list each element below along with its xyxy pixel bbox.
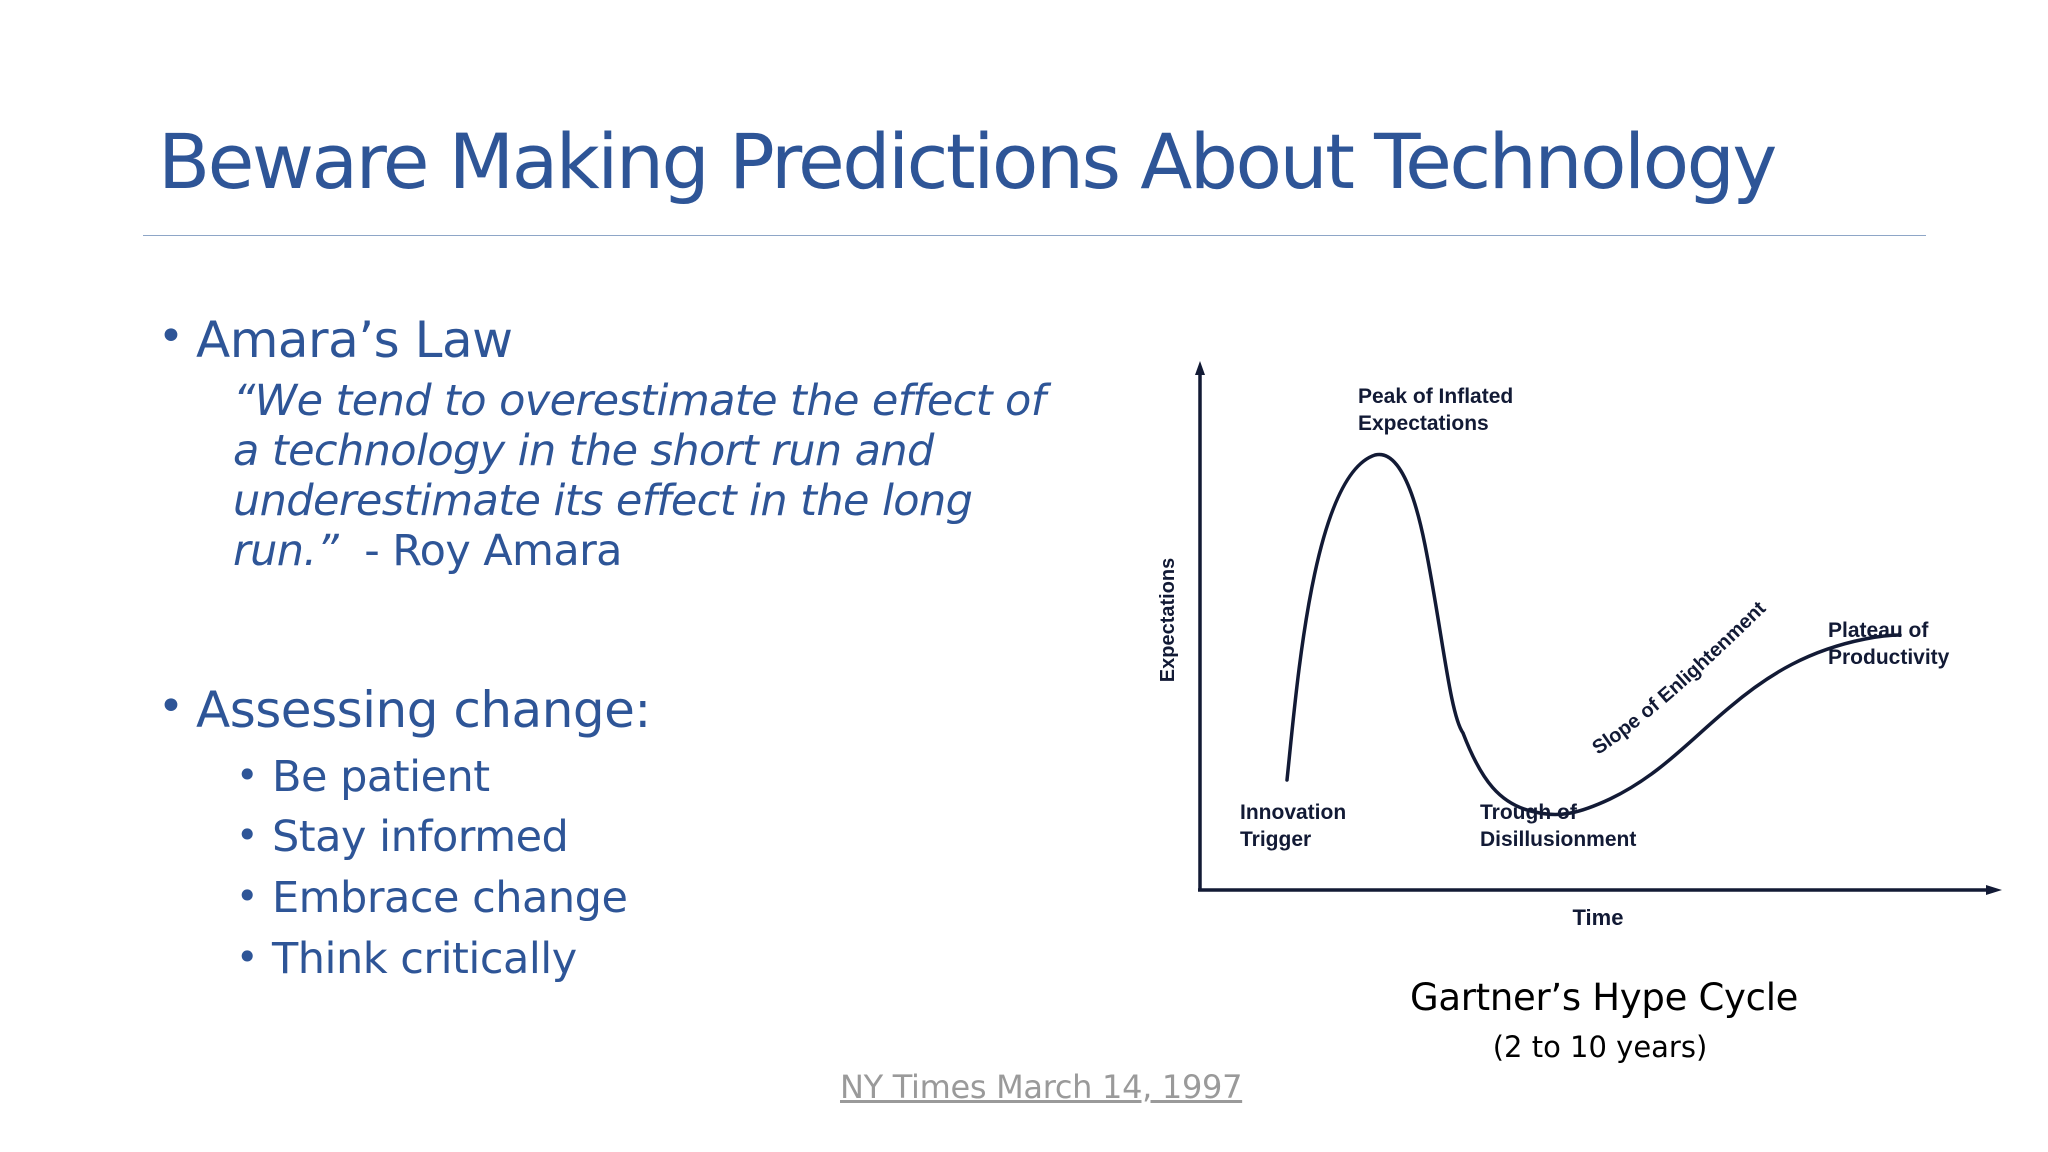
amara-quote-attribution: - Roy Amara	[338, 526, 622, 576]
bullet-dot-icon: •	[236, 874, 258, 918]
label-slope-text: Slope of Enlightenment	[1588, 597, 1770, 759]
label-trough-line-2: Disillusionment	[1480, 828, 1636, 851]
bullet-dot-icon: •	[236, 753, 258, 797]
label-plateau-line-2: Productivity	[1828, 646, 1950, 669]
label-peak-of-inflated-expectations: Peak of Inflated Expectations	[1358, 385, 1519, 435]
sub-bullet-label: Stay informed	[272, 812, 569, 862]
sub-bullet-label: Think critically	[272, 934, 577, 984]
label-trigger-line-2: Trigger	[1240, 828, 1311, 851]
bullet-dot-icon: •	[158, 311, 184, 362]
label-trough-of-disillusionment: Trough of Disillusionment	[1480, 801, 1636, 851]
bullet-assessing-change-label: Assessing change:	[196, 681, 651, 739]
label-trough-line-1: Trough of	[1480, 801, 1578, 824]
sub-bullet-label: Embrace change	[272, 873, 628, 923]
slide-title: Beware Making Predictions About Technolo…	[158, 117, 1777, 206]
hype-cycle-diagram: Expectations Time Peak of Inflated Expec…	[1157, 361, 2002, 930]
bullet-dot-icon: •	[158, 681, 184, 732]
bullet-dot-icon: •	[236, 935, 258, 979]
bullet-dot-icon: •	[236, 813, 258, 857]
label-plateau-of-productivity: Plateau of Productivity	[1828, 619, 1950, 669]
x-axis-label: Time	[1573, 905, 1624, 930]
amara-quote: “We tend to overestimate the effect of a…	[233, 376, 1053, 576]
label-slope-of-enlightenment: Slope of Enlightenment	[1588, 597, 1770, 759]
label-peak-line-1: Peak of Inflated	[1358, 385, 1513, 408]
diagram-caption: Gartner’s Hype Cycle	[1410, 976, 1799, 1019]
y-axis-label: Expectations	[1157, 558, 1179, 682]
y-axis-arrow-icon	[1195, 361, 1205, 375]
label-trigger-line-1: Innovation	[1240, 801, 1346, 824]
x-axis-arrow-icon	[1986, 885, 2002, 895]
title-divider	[143, 235, 1926, 236]
label-plateau-line-1: Plateau of	[1828, 619, 1929, 642]
diagram-caption-subtitle: (2 to 10 years)	[1492, 1030, 1708, 1064]
hype-curve	[1285, 452, 1902, 817]
amara-quote-text: “We tend to overestimate the effect of a…	[233, 376, 1046, 576]
label-peak-line-2: Expectations	[1358, 412, 1489, 435]
label-innovation-trigger: Innovation Trigger	[1240, 801, 1352, 851]
source-link[interactable]: NY Times March 14, 1997	[840, 1068, 1243, 1106]
bullet-amaras-law-label: Amara’s Law	[196, 311, 513, 369]
sub-bullet-label: Be patient	[272, 752, 490, 802]
